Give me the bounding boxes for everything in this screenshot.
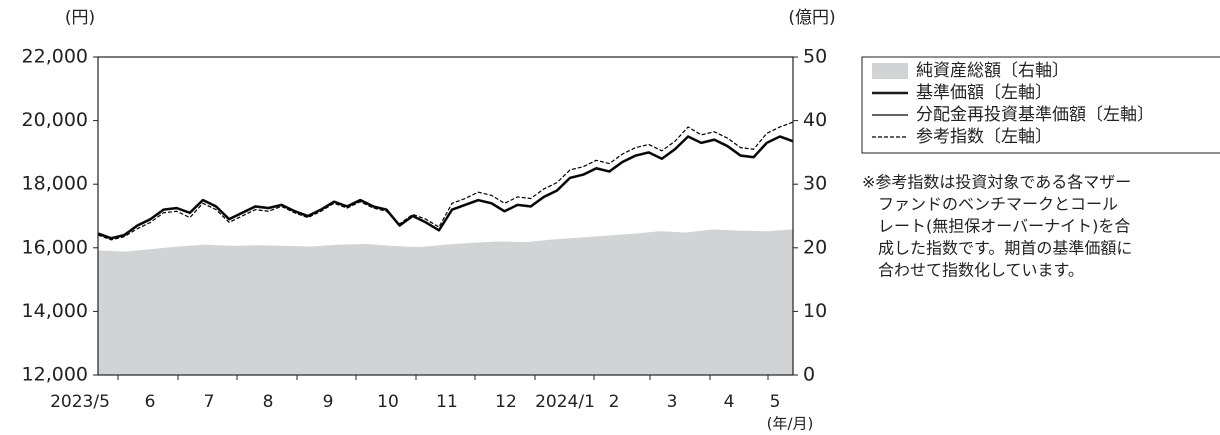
x-tick-label: 5: [770, 392, 781, 412]
x-tick-label: 4: [724, 392, 735, 412]
note-line: レート(無担保オーバーナイト)を合: [878, 217, 1130, 236]
legend-label: 参考指数〔左軸〕: [916, 127, 1052, 147]
x-tick-label: 11: [436, 392, 458, 412]
y2-tick-label: 10: [803, 300, 827, 322]
line: [97, 121, 794, 241]
x-tick-label: 9: [323, 392, 334, 412]
y-tick-label: 20,000: [22, 109, 88, 131]
legend-swatch: [872, 63, 908, 79]
x-tick-label: 12: [495, 392, 517, 412]
y2-tick-label: 0: [803, 364, 815, 386]
note-line: 合わせて指数化しています。: [878, 261, 1084, 280]
legend-box: [861, 56, 1220, 154]
y-tick-label: 18,000: [22, 173, 88, 195]
note-line: ファンドのベンチマークとコール: [878, 195, 1118, 214]
note-line: ※参考指数は投資対象である各マザー: [862, 173, 1131, 192]
y-tick-label: 12,000: [22, 364, 88, 386]
y2-tick-label: 50: [803, 46, 827, 68]
x-tick-label: 2023/5: [50, 392, 110, 412]
x-unit-label: (年/月): [767, 415, 814, 433]
line: [97, 135, 794, 240]
plot-frame: [97, 56, 794, 376]
legend-label: 基準価額〔左軸〕: [916, 83, 1052, 103]
y-tick-label: 22,000: [22, 46, 88, 68]
x-tick-label: 3: [667, 392, 678, 412]
y-tick-label: 16,000: [22, 236, 88, 258]
area: [98, 229, 793, 375]
note-line: 成した指数です。期首の基準価額に: [878, 239, 1132, 258]
y2-tick-label: 30: [803, 173, 827, 195]
y2-unit-label: (億円): [788, 8, 835, 28]
y-unit-label: (円): [65, 8, 95, 28]
x-tick-label: 2024/1: [535, 392, 595, 412]
x-tick-label: 6: [145, 392, 156, 412]
x-tick-label: 2: [609, 392, 620, 412]
legend-label: 純資産総額〔右軸〕: [916, 61, 1069, 81]
y2-tick-label: 40: [803, 109, 827, 131]
line: [97, 135, 794, 239]
x-tick-label: 7: [204, 392, 215, 412]
y2-tick-label: 20: [803, 236, 827, 258]
x-tick-label: 10: [377, 392, 399, 412]
x-tick-label: 8: [263, 392, 274, 412]
y-tick-label: 14,000: [22, 300, 88, 322]
legend-label: 分配金再投資基準価額〔左軸〕: [916, 105, 1154, 125]
